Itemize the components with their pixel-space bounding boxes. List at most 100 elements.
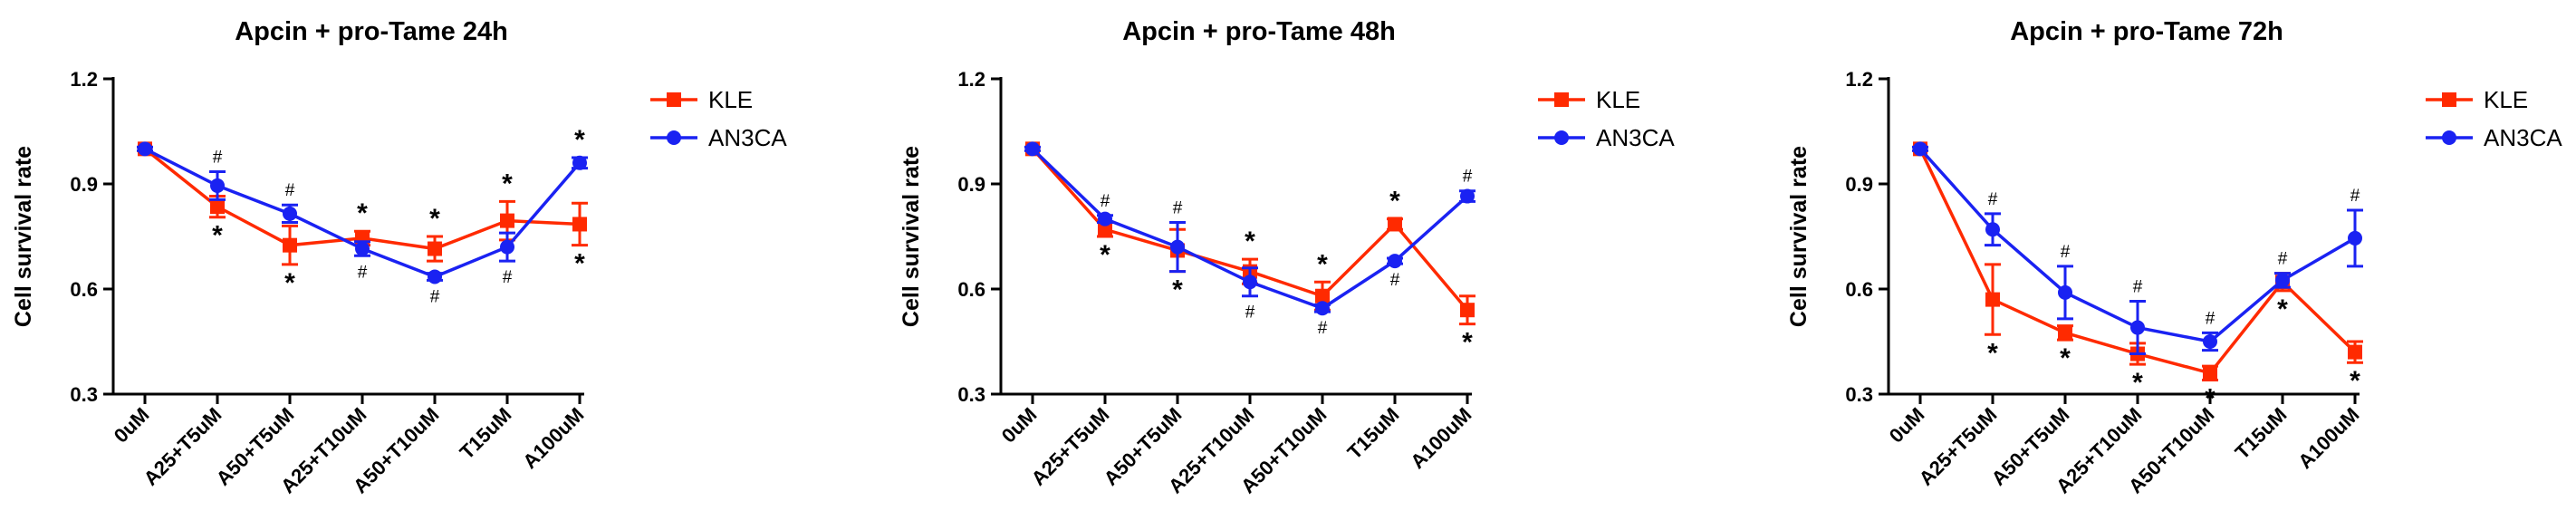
x-tick-label: 0uM [997, 403, 1042, 448]
data-point [1460, 303, 1475, 318]
data-point [1243, 275, 1257, 290]
significance-mark: # [430, 287, 440, 306]
significance-mark: * [1389, 187, 1400, 217]
data-point [2203, 365, 2217, 381]
data-point [428, 269, 442, 284]
significance-mark: # [1173, 199, 1183, 218]
significance-mark: * [284, 268, 295, 298]
data-point [2275, 273, 2290, 288]
y-tick-label: 0.3 [957, 383, 985, 406]
data-point [2058, 325, 2072, 341]
y-tick-label: 0.9 [957, 173, 985, 196]
significance-mark: * [1462, 328, 1473, 358]
data-point [1388, 254, 1402, 269]
data-point [210, 199, 225, 215]
y-tick-label: 0.3 [1845, 383, 1873, 406]
significance-mark: # [358, 263, 368, 282]
y-axis-label: Cell survival rate [11, 146, 36, 327]
significance-mark: # [285, 181, 295, 200]
significance-mark: * [357, 198, 368, 228]
x-tick-label: T15uM [1343, 403, 1404, 464]
legend-marker [2442, 92, 2456, 107]
y-tick-label: 0.3 [70, 383, 98, 406]
legend-marker [1554, 130, 1569, 145]
significance-mark: # [2278, 250, 2288, 269]
legend-marker [2442, 130, 2456, 145]
data-point [428, 241, 442, 256]
significance-mark: * [2350, 366, 2360, 396]
data-point [1913, 141, 1927, 157]
significance-mark: * [1245, 226, 1255, 256]
chart-title: Apcin + pro-Tame 24h [235, 17, 508, 46]
data-point [500, 239, 514, 255]
significance-mark: # [2061, 243, 2071, 262]
significance-mark: * [2060, 343, 2071, 373]
y-tick-label: 0.9 [70, 173, 98, 196]
legend-label: KLE [2484, 86, 2528, 113]
data-point [210, 178, 225, 193]
legend-marker [667, 130, 681, 145]
data-point [1315, 288, 1330, 304]
data-point [1025, 141, 1040, 157]
data-point [2348, 344, 2362, 360]
significance-mark: # [2206, 309, 2216, 328]
data-point [572, 155, 587, 170]
x-tick-label: A25+T5uM [139, 403, 226, 490]
legend-label: AN3CA [708, 124, 787, 151]
significance-mark: # [503, 268, 513, 287]
x-tick-label: A100uM [1406, 403, 1475, 473]
data-point [2203, 334, 2217, 349]
x-tick-label: A100uM [2293, 403, 2363, 473]
y-axis-label: Cell survival rate [1786, 146, 1812, 327]
x-tick-label: A100uM [518, 403, 588, 473]
significance-mark: * [2277, 294, 2288, 324]
significance-mark: # [213, 148, 223, 167]
data-point [283, 237, 297, 253]
data-point [138, 141, 152, 157]
x-tick-label: 0uM [110, 403, 154, 448]
data-point [1460, 188, 1475, 204]
legend-marker [667, 92, 681, 107]
significance-mark: # [1318, 319, 1328, 338]
chart-panel: Apcin + pro-Tame 48h Cell survival rate 0.… [899, 17, 1675, 497]
data-point [1098, 222, 1112, 237]
significance-mark: * [1987, 338, 1998, 368]
significance-mark: * [502, 169, 513, 198]
data-point [283, 206, 297, 221]
legend-label: KLE [1596, 86, 1640, 113]
y-tick-label: 1.2 [957, 68, 985, 91]
significance-mark: # [2350, 187, 2360, 206]
data-point [1388, 217, 1402, 232]
significance-mark: # [1245, 304, 1255, 323]
chart-title: Apcin + pro-Tame 48h [1122, 17, 1396, 46]
y-tick-label: 1.2 [70, 68, 98, 91]
x-tick-label: T15uM [456, 403, 516, 464]
significance-mark: * [212, 221, 223, 251]
y-tick-label: 0.6 [957, 278, 985, 301]
data-point [1170, 239, 1185, 255]
y-tick-label: 1.2 [1845, 68, 1873, 91]
significance-mark: * [2132, 368, 2143, 398]
significance-mark: * [574, 249, 585, 279]
chart-title: Apcin + pro-Tame 72h [2010, 17, 2283, 46]
data-point [2058, 284, 2072, 300]
y-tick-label: 0.9 [1845, 173, 1873, 196]
significance-mark: # [1463, 168, 1473, 187]
x-tick-label: A25+T5uM [1027, 403, 1114, 490]
legend-label: AN3CA [1596, 124, 1675, 151]
significance-mark: # [1390, 271, 1400, 290]
x-tick-label: T15uM [2231, 403, 2292, 464]
y-tick-label: 0.6 [1845, 278, 1873, 301]
legend-label: AN3CA [2484, 124, 2562, 151]
data-point [1098, 211, 1112, 226]
x-tick-label: 0uM [1885, 403, 1929, 448]
legend-marker [1554, 92, 1569, 107]
data-point [1985, 222, 2000, 237]
significance-mark: * [429, 204, 440, 234]
significance-mark: # [1988, 190, 1998, 209]
x-tick-label: A25+T5uM [1915, 403, 2002, 490]
y-tick-label: 0.6 [70, 278, 98, 301]
y-axis-label: Cell survival rate [899, 146, 924, 327]
data-point [355, 241, 370, 256]
